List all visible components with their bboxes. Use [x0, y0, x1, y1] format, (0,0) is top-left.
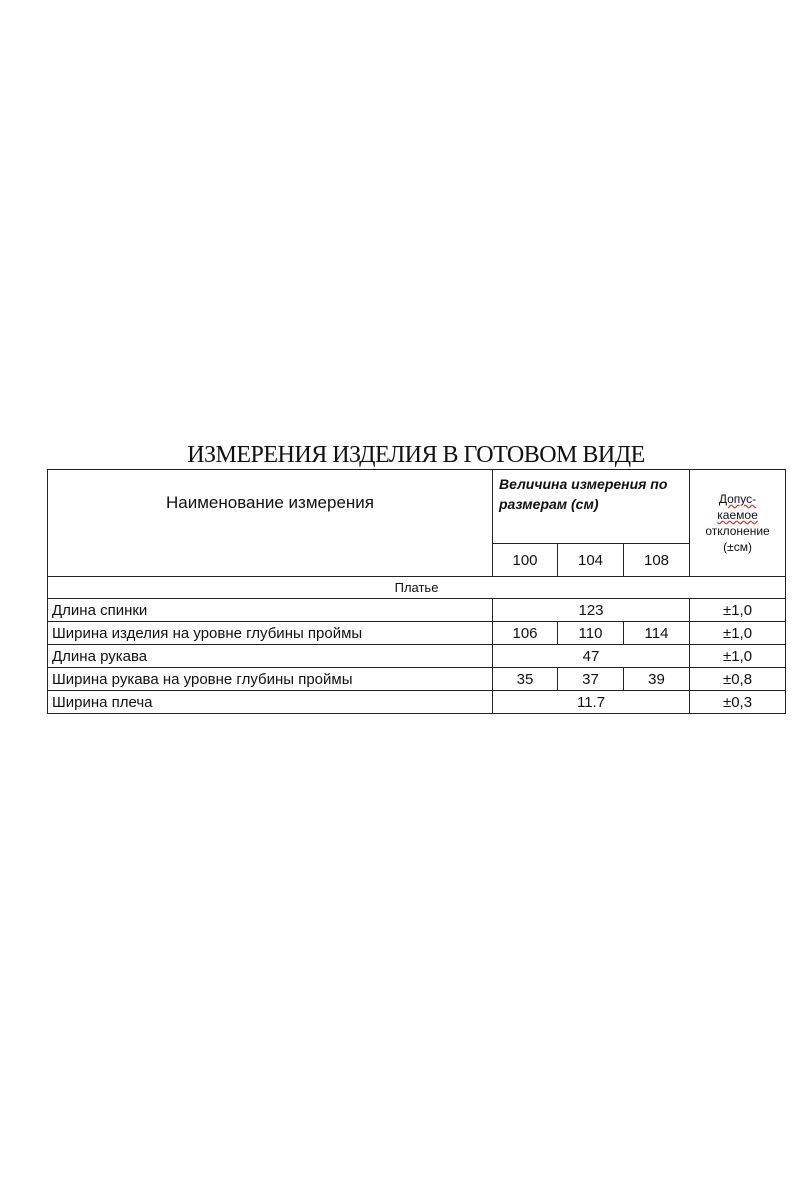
row-tolerance: ±1,0	[689, 621, 787, 645]
row-value: 35	[492, 667, 558, 691]
table-row: Ширина изделия на уровне глубины проймы …	[47, 621, 787, 645]
table-row: Длина рукава 47 ±1,0	[47, 644, 787, 668]
section-row: Платье	[46, 576, 787, 599]
size-104: 104	[557, 543, 624, 577]
header-name: Наименование измерения	[47, 469, 493, 577]
header-values: Величина измерения по размерам (см)	[491, 469, 691, 544]
header-tolerance: Допус- каемое отклонение (±см)	[689, 469, 787, 577]
tol-line-4: (±см)	[723, 540, 752, 554]
measurements-table: Наименование измерения Величина измерени…	[46, 469, 787, 714]
row-value: 114	[622, 621, 691, 645]
row-tolerance: ±0,8	[689, 667, 787, 691]
document-title: ИЗМЕРЕНИЯ ИЗДЕЛИЯ В ГОТОВОМ ВИДЕ	[187, 442, 645, 468]
table-row: Длина спинки 123 ±1,0	[47, 598, 787, 622]
row-tolerance: ±0,3	[689, 690, 787, 714]
row-name: Ширина плеча	[47, 690, 493, 714]
row-name: Длина рукава	[47, 644, 493, 668]
row-value: 37	[557, 667, 624, 691]
tol-line-3: отклонение	[705, 524, 770, 538]
row-value: 106	[492, 621, 558, 645]
row-name: Длина спинки	[47, 598, 493, 622]
row-value: 11.7	[491, 690, 691, 714]
row-value: 110	[557, 621, 624, 645]
row-name: Ширина изделия на уровне глубины проймы	[47, 621, 493, 645]
tol-line-2: каемое	[717, 508, 758, 522]
row-tolerance: ±1,0	[689, 598, 787, 622]
row-value: 39	[622, 667, 691, 691]
tol-line-1: Допус-	[718, 492, 757, 506]
row-value: 47	[491, 644, 691, 668]
row-name: Ширина рукава на уровне глубины проймы	[47, 667, 493, 691]
size-100: 100	[492, 543, 558, 577]
table-row: Ширина рукава на уровне глубины проймы 3…	[47, 667, 787, 691]
row-tolerance: ±1,0	[689, 644, 787, 668]
size-108: 108	[622, 543, 691, 577]
table-row: Ширина плеча 11.7 ±0,3	[47, 690, 787, 714]
row-value: 123	[491, 598, 691, 622]
